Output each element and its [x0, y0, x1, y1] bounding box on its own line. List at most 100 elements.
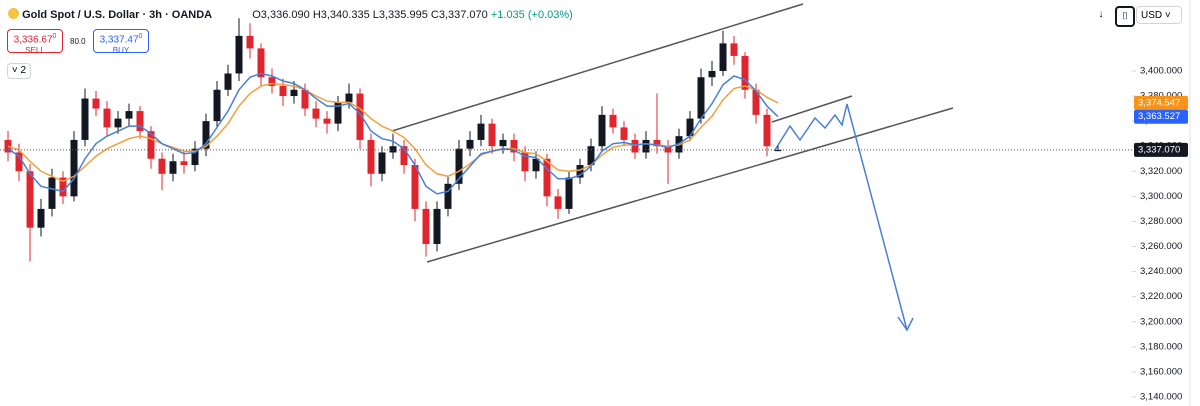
candle-body: [730, 43, 738, 56]
indicators-toggle[interactable]: ˅ 2: [7, 63, 31, 79]
buy-button[interactable]: 3,337.470 BUY: [93, 29, 149, 56]
candle-body: [191, 148, 199, 166]
candle-body: [59, 177, 67, 197]
buy-price-sup: 0: [138, 33, 143, 40]
candle-body: [565, 177, 573, 209]
sell-price-sup: 0: [52, 33, 57, 40]
candle-body: [532, 158, 540, 172]
candle-body: [367, 139, 375, 174]
y-tick-label: 3,280.000: [1140, 216, 1182, 227]
buy-price: 3,337.47: [99, 34, 139, 46]
candle-body: [92, 98, 100, 109]
candle-body: [455, 148, 463, 184]
y-tick-label: 3,260.000: [1140, 241, 1182, 252]
moving-average: [7, 82, 779, 183]
ohlc-low: L3,335.995: [372, 9, 428, 21]
candle-body: [499, 139, 507, 147]
y-tick-label: 3,160.000: [1140, 366, 1182, 377]
candle-body: [774, 149, 782, 152]
projection-arrowhead: [897, 316, 914, 332]
candle-body: [642, 139, 650, 153]
candle-body: [268, 77, 276, 87]
price-label-bg: [1134, 95, 1188, 110]
candle-body: [301, 89, 309, 109]
price-axis: [1132, 0, 1190, 406]
candle-body: [741, 55, 749, 90]
candle-body: [26, 171, 34, 228]
candle-body: [444, 183, 452, 209]
candle-body: [279, 86, 287, 97]
spread: 80.0: [70, 37, 86, 46]
ohlc-close: C3,337.070: [430, 9, 488, 21]
currency-select[interactable]: USD ˅: [1136, 6, 1182, 24]
currency: USD: [1141, 10, 1163, 21]
candle-body: [257, 48, 265, 78]
channel-upper: [391, 3, 804, 132]
candle-body: [323, 118, 331, 124]
candle-body: [37, 208, 45, 228]
candle-body: [312, 108, 320, 119]
drawings: [391, 3, 954, 332]
y-tick-label: 3,140.000: [1140, 391, 1182, 402]
candle-body: [48, 177, 56, 209]
y-tick-label: 3,240.000: [1140, 266, 1182, 277]
candle-body: [576, 165, 584, 178]
candle-body: [224, 73, 232, 90]
symbol-line: Gold Spot / U.S. Dollar · 3h · OANDA O3,…: [8, 8, 573, 21]
candle-body: [664, 146, 672, 153]
candle-body: [389, 146, 397, 153]
y-tick-label: 3,200.000: [1140, 316, 1182, 327]
candle-body: [521, 152, 529, 172]
candle-body: [411, 165, 419, 209]
y-tick-label: 3,300.000: [1140, 191, 1182, 202]
candle-body: [433, 208, 441, 245]
candle-body: [213, 89, 221, 122]
candle-body: [114, 118, 122, 128]
candle-body: [345, 93, 353, 103]
price-label: 3,374.547: [1138, 97, 1180, 108]
candle-body: [290, 89, 298, 97]
price-label-bg: [1134, 142, 1188, 157]
candle-body: [81, 98, 89, 140]
candle-body: [708, 70, 716, 78]
candle-body: [543, 158, 551, 197]
candle-body: [686, 118, 694, 137]
candle-body: [653, 139, 661, 147]
candle-body: [620, 127, 628, 140]
sell-price: 3,336.67: [13, 34, 53, 46]
candle-body: [554, 196, 562, 209]
candle-body: [202, 121, 210, 149]
candles: [4, 18, 782, 262]
candle-body: [136, 111, 144, 132]
buy-label: BUY: [112, 46, 130, 56]
y-tick-label: 3,220.000: [1140, 291, 1182, 302]
candle-body: [378, 152, 386, 174]
candle-body: [158, 158, 166, 174]
sell-button[interactable]: 3,336.670 SELL: [7, 29, 63, 56]
candle-body: [477, 123, 485, 140]
y-tick-label: 3,320.000: [1140, 166, 1182, 177]
price-label: 3,363.527: [1138, 111, 1180, 122]
candle-body: [488, 123, 496, 147]
candle-body: [180, 161, 188, 166]
download-icon[interactable]: ↓: [1094, 7, 1108, 23]
candle-body: [763, 114, 771, 147]
y-tick-label: 3,400.000: [1140, 65, 1182, 76]
candle-body: [752, 89, 760, 115]
candle-body: [356, 93, 364, 140]
moving-average: [7, 72, 779, 195]
price-label: 3,337.070: [1138, 144, 1180, 155]
ohlc-open: O3,336.090: [252, 9, 310, 21]
candle-body: [246, 35, 254, 49]
symbol: Gold Spot / U.S. Dollar · 3h · OANDA: [22, 9, 213, 21]
candle-body: [235, 35, 243, 74]
price-label-bg: [1134, 109, 1188, 124]
candle-body: [510, 139, 518, 153]
sell-label: SELL: [25, 46, 45, 56]
candle-body: [587, 146, 595, 166]
candle-body: [697, 77, 705, 119]
screenshot-icon[interactable]: ⌷: [1115, 6, 1135, 27]
ohlc-change: +1.035 (+0.03%): [490, 9, 573, 21]
